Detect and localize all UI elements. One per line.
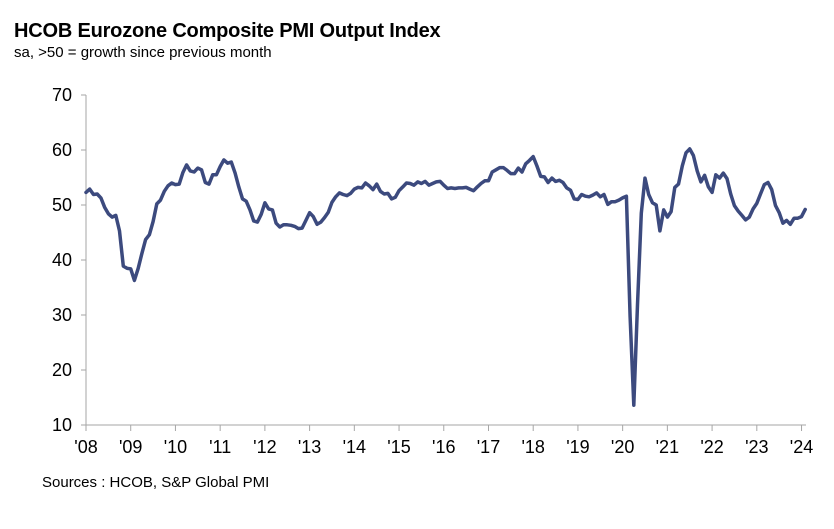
x-tick-label: '14 xyxy=(343,437,366,457)
x-tick-label: '11 xyxy=(209,437,231,457)
series-line xyxy=(84,147,807,407)
x-tick-label: '17 xyxy=(477,437,500,457)
x-tick-label: '23 xyxy=(745,437,768,457)
x-tick-label: '08 xyxy=(74,437,97,457)
x-tick-label: '20 xyxy=(611,437,634,457)
x-tick-label: '15 xyxy=(387,437,410,457)
x-tick-label: '22 xyxy=(700,437,723,457)
x-tick-label: '19 xyxy=(566,437,589,457)
x-axis: '08 '09 '10 '11 '12 '13 '14 '15 '16 '17 '18 '19 '20 '… xyxy=(74,424,813,457)
x-tick-label: '09 xyxy=(119,437,142,457)
y-axis: 10 20 30 40 50 60 70 xyxy=(52,85,87,435)
x-tick-label: '21 xyxy=(656,437,679,457)
y-tick-label: 30 xyxy=(52,305,72,325)
chart-title: HCOB Eurozone Composite PMI Output Index xyxy=(14,20,441,42)
series-layer xyxy=(84,147,807,407)
x-tick-label: '18 xyxy=(521,437,544,457)
x-tick-label: '24 xyxy=(790,437,813,457)
y-tick-label: 20 xyxy=(52,360,72,380)
y-tick-label: 60 xyxy=(52,140,72,160)
y-tick-label: 40 xyxy=(52,250,72,270)
x-tick-label: '10 xyxy=(164,437,187,457)
chart-source-note: Sources : HCOB, S&P Global PMI xyxy=(42,474,270,491)
y-tick-label: 70 xyxy=(52,85,72,105)
y-tick-label: 10 xyxy=(52,415,72,435)
x-tick-label: '16 xyxy=(432,437,455,457)
x-tick-label: '12 xyxy=(253,437,276,457)
chart-subtitle: sa, >50 = growth since previous month xyxy=(14,44,272,61)
y-tick-label: 50 xyxy=(52,195,72,215)
x-tick-label: '13 xyxy=(298,437,321,457)
